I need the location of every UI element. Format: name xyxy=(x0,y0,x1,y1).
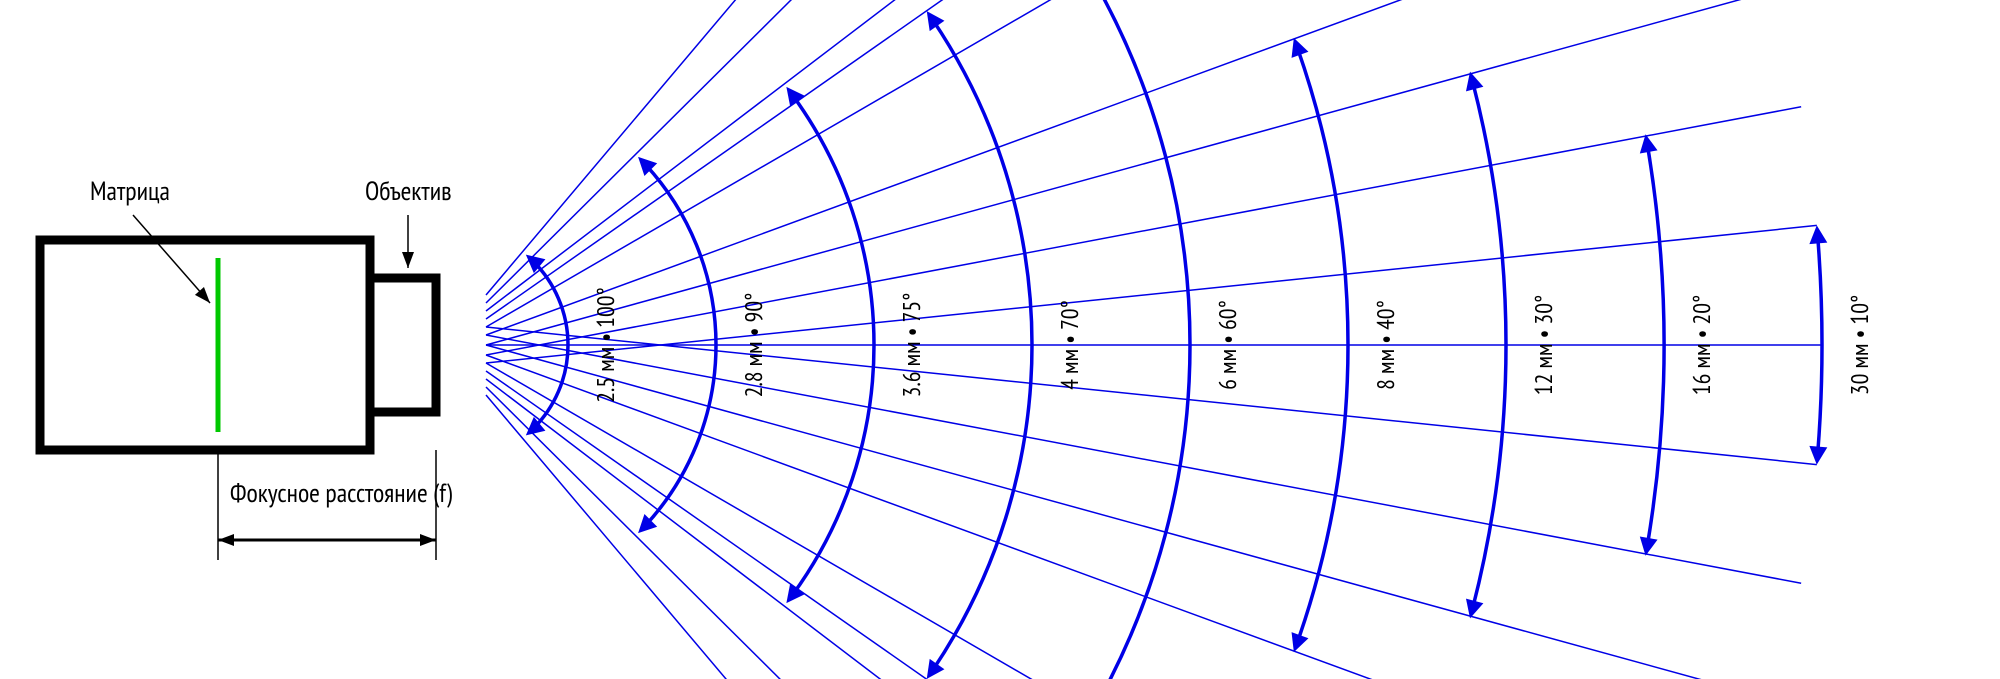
fov-arc-label: 2.8 мм • 90° xyxy=(738,293,769,398)
fov-ray xyxy=(486,0,1420,303)
fov-arc-label: 30 мм • 10° xyxy=(1844,295,1875,395)
fov-ray xyxy=(486,107,1801,355)
camera-body xyxy=(40,240,370,450)
fov-arc-label: 16 мм • 20° xyxy=(1686,295,1717,395)
fov-arrowhead-icon xyxy=(1809,446,1827,465)
fov-ray xyxy=(486,225,1817,363)
fov-arrowhead-icon xyxy=(927,11,945,31)
fov-arc-label: 4 мм • 70° xyxy=(1054,300,1085,390)
lens-label: Объектив xyxy=(365,175,452,208)
fov-arc-label: 12 мм • 30° xyxy=(1528,295,1559,395)
fov-ray xyxy=(486,0,1538,311)
arrowhead-icon xyxy=(420,534,436,546)
fov-arrowhead-icon xyxy=(927,659,945,679)
fov-ray xyxy=(486,327,1817,465)
fov-arrowhead-icon xyxy=(1809,225,1827,244)
fov-arc-label: 8 мм • 40° xyxy=(1370,300,1401,390)
arrowhead-icon xyxy=(218,534,234,546)
fov-arcs: 2.5 мм • 100° 2.8 мм • 90° 3.6 мм • 75° 4 м… xyxy=(526,0,1875,679)
fov-ray xyxy=(486,335,1801,583)
sensor-pointer xyxy=(133,215,210,303)
fov-ray xyxy=(486,0,1574,319)
sensor-label: Матрица xyxy=(90,175,170,208)
fov-ray xyxy=(486,0,1638,327)
fov-ray xyxy=(486,395,1332,679)
fov-arrowhead-icon xyxy=(786,87,804,107)
fov-arc-label: 2.5 мм • 100° xyxy=(590,287,621,403)
fov-arrowhead-icon xyxy=(786,583,804,603)
fov-arc xyxy=(1096,0,1190,679)
arrowhead-icon xyxy=(402,252,414,268)
fov-ray xyxy=(486,363,1638,679)
fov-ray xyxy=(486,345,1775,679)
fov-arc-label: 6 мм • 60° xyxy=(1212,300,1243,390)
lens-barrel xyxy=(370,278,436,412)
focal-label: Фокусное расстояние (f) xyxy=(230,477,452,510)
fov-arc-label: 3.6 мм • 75° xyxy=(896,293,927,398)
